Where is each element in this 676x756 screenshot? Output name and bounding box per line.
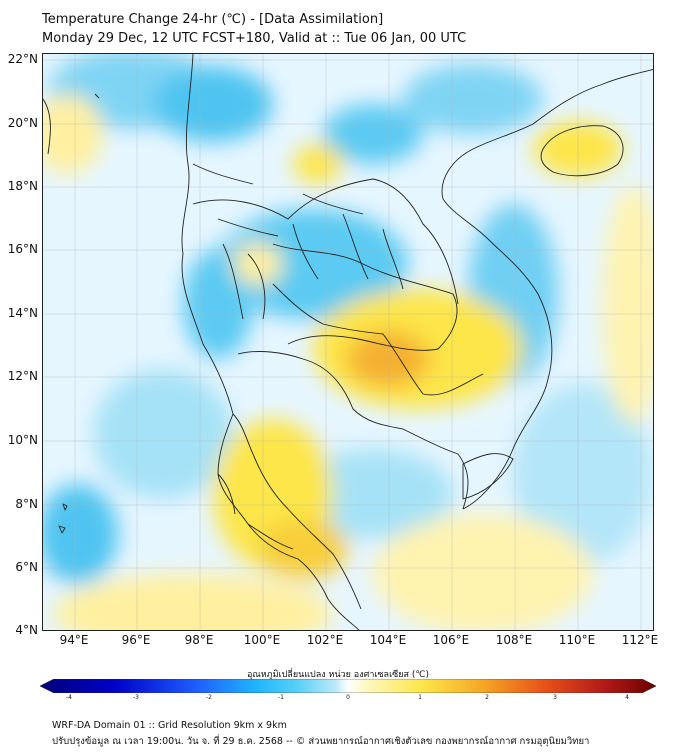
footer-credit: ปรับปรุงข้อมูล ณ เวลา 19:00น. วัน จ. ที่… — [52, 736, 590, 747]
hainan-island — [540, 125, 624, 177]
warm-anomaly-north — [293, 144, 343, 184]
province-borders — [222, 213, 404, 320]
mekong-delta — [462, 453, 514, 500]
colorbar-tick: 4 — [625, 694, 629, 701]
lat-label-14n: 14°N — [7, 306, 38, 320]
province-borders-north — [192, 163, 364, 237]
cool-anomaly-north-central — [323, 104, 423, 164]
colorbar-title: อุณหภูมิเปลี่ยนแปลง หน่วย องศาเซลเซียส (… — [246, 670, 430, 680]
colorbar-gradient — [40, 679, 656, 693]
cool-anomaly-central — [218, 209, 408, 319]
colorbar-tick: 0 — [346, 694, 350, 701]
lat-label-12n: 12°N — [7, 369, 38, 383]
warm-anomaly-east — [603, 184, 653, 424]
lon-label-94e: 94°E — [59, 633, 89, 647]
chart-title: Temperature Change 24-hr (℃) - [Data Ass… — [42, 12, 384, 27]
lon-label-96e: 96°E — [121, 633, 151, 647]
lat-label-6n: 6°N — [15, 560, 38, 574]
colorbar-tick: 2 — [485, 694, 489, 701]
border-central — [272, 243, 458, 351]
lat-label-10n: 10°N — [7, 433, 38, 447]
lon-label-104e: 104°E — [369, 633, 407, 647]
colorbar — [40, 679, 656, 693]
footer-model-info: WRF-DA Domain 01 :: Grid Resolution 9km … — [52, 720, 287, 731]
lat-label-8n: 8°N — [15, 497, 38, 511]
peninsula-borders — [217, 473, 294, 550]
lon-label-106e: 106°E — [432, 633, 470, 647]
lat-label-18n: 18°N — [7, 179, 38, 193]
lon-label-98e: 98°E — [184, 633, 214, 647]
cool-anomaly-northwest — [153, 66, 273, 142]
temperature-map — [43, 54, 653, 630]
cool-anomaly-west — [183, 249, 253, 359]
cool-anomaly-gulf — [293, 449, 453, 539]
colorbar-tick: -3 — [133, 694, 139, 701]
colorbar-tick: -4 — [66, 694, 72, 701]
warm-anomaly-northwest — [43, 94, 103, 174]
coastlines-borders — [43, 54, 653, 630]
lat-label-22n: 22°N — [7, 52, 38, 66]
colorbar-tick: 3 — [553, 694, 557, 701]
west-edge-coast — [43, 98, 51, 155]
lon-label-102e: 102°E — [306, 633, 344, 647]
peninsula-east-coast — [232, 413, 362, 610]
colorbar-tick: 1 — [418, 694, 422, 701]
vietnam-coastline — [441, 123, 553, 510]
cool-anomaly-southwest — [43, 484, 118, 584]
cool-anomaly-southeast — [513, 384, 653, 564]
warm-core-peninsula — [258, 519, 348, 579]
map-panel — [42, 53, 654, 631]
graticule — [43, 54, 653, 630]
lon-label-100e: 100°E — [243, 633, 281, 647]
lon-label-110e: 110°E — [558, 633, 596, 647]
lon-label-112e: 112°E — [621, 633, 659, 647]
lat-label-16n: 16°N — [7, 242, 38, 256]
cool-anomaly-andaman — [93, 369, 233, 499]
colorbar-tick: -2 — [206, 694, 212, 701]
lat-label-4n: 4°N — [15, 623, 38, 637]
lat-label-20n: 20°N — [7, 116, 38, 130]
lon-label-108e: 108°E — [495, 633, 533, 647]
cool-anomaly-northeast — [403, 64, 543, 134]
gulf-coastline — [237, 351, 469, 510]
temperature-field — [43, 54, 653, 630]
warm-anomaly-central-west — [233, 242, 283, 286]
warm-anomaly-south — [53, 574, 333, 630]
warm-anomaly-borneo — [373, 514, 593, 630]
border-east — [272, 283, 484, 396]
china-coastline — [532, 69, 653, 125]
islands — [58, 93, 100, 534]
colorbar-tick: -1 — [278, 694, 284, 701]
border-north — [192, 178, 459, 305]
forecast-subtitle: Monday 29 Dec, 12 UTC FCST+180, Valid at… — [42, 31, 467, 46]
